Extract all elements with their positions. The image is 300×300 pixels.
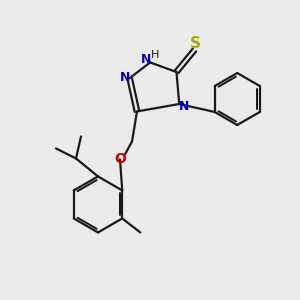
Text: N: N: [179, 100, 189, 112]
Text: H: H: [151, 50, 159, 60]
Text: S: S: [190, 35, 201, 50]
Text: N: N: [141, 53, 151, 66]
Text: O: O: [114, 152, 126, 167]
Text: N: N: [119, 71, 130, 84]
